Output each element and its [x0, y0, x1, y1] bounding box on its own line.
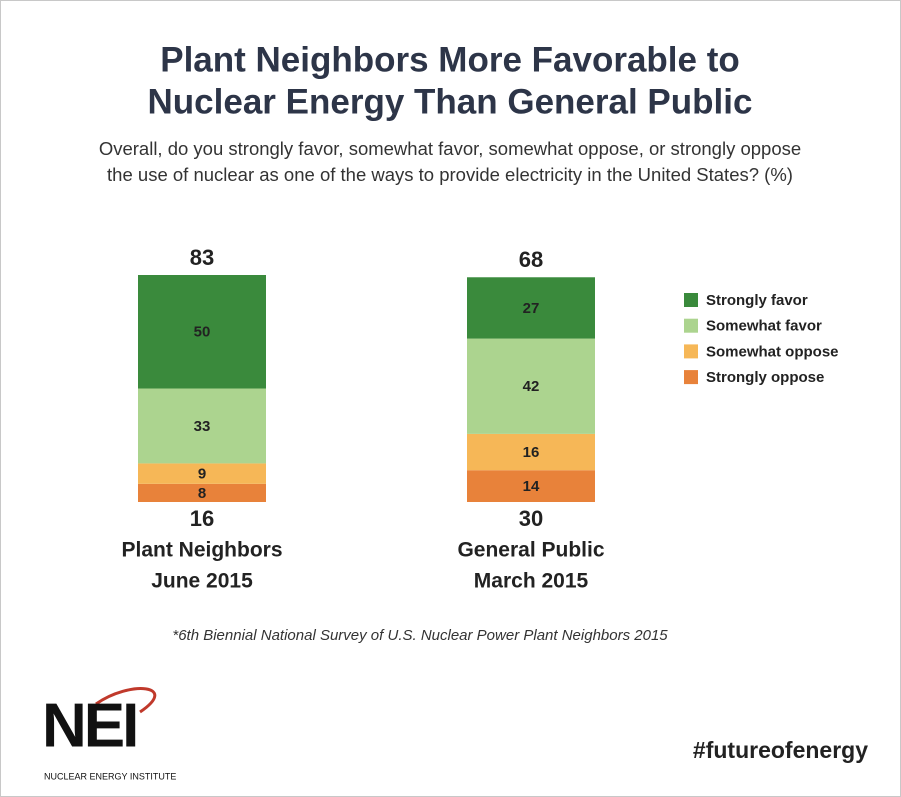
favor-total: 83: [190, 245, 214, 270]
bar-segment: [467, 470, 595, 502]
legend-label: Somewhat favor: [706, 318, 822, 335]
bar-segment: [467, 338, 595, 434]
bar-segment: [467, 433, 595, 471]
bar-segment: [138, 483, 266, 502]
chart-title: Plant Neighbors More Favorable to: [160, 40, 740, 79]
x-tick-label: March 2015: [474, 570, 589, 593]
value-label: 16: [523, 444, 540, 461]
legend-label: Strongly oppose: [706, 369, 824, 386]
legend-swatch: [684, 293, 698, 307]
logo-mark: NEI: [42, 691, 136, 760]
subtitle: Overall, do you strongly favor, somewhat…: [99, 138, 801, 159]
value-label: 9: [198, 466, 206, 483]
bar-segment: [138, 388, 266, 464]
legend-label: Strongly favor: [706, 292, 808, 309]
legend-swatch: [684, 318, 698, 333]
legend-swatch: [684, 344, 698, 359]
value-label: 27: [523, 300, 540, 317]
x-tick-label: June 2015: [151, 570, 253, 593]
bar-segment: [467, 277, 595, 339]
bar-segment: [138, 463, 266, 484]
hashtag: #futureofenergy: [693, 737, 868, 763]
chart-title: Nuclear Energy Than General Public: [148, 82, 753, 121]
bar-segment: [138, 275, 266, 389]
footnote: *6th Biennial National Survey of U.S. Nu…: [172, 627, 668, 644]
legend-swatch: [684, 370, 698, 385]
oppose-total: 16: [190, 506, 214, 531]
value-label: 50: [194, 324, 211, 341]
subtitle: the use of nuclear as one of the ways to…: [107, 164, 793, 185]
x-tick-label: Plant Neighbors: [121, 539, 282, 562]
legend-label: Somewhat oppose: [706, 343, 839, 360]
favor-total: 68: [519, 247, 543, 272]
x-tick-label: General Public: [457, 539, 604, 562]
logo-name: NUCLEAR ENERGY INSTITUTE: [44, 771, 176, 781]
oppose-total: 30: [519, 506, 543, 531]
value-label: 14: [523, 478, 540, 495]
value-label: 33: [194, 418, 211, 435]
value-label: 8: [198, 485, 206, 502]
value-label: 42: [523, 378, 540, 395]
logo-swoosh: [95, 687, 157, 714]
